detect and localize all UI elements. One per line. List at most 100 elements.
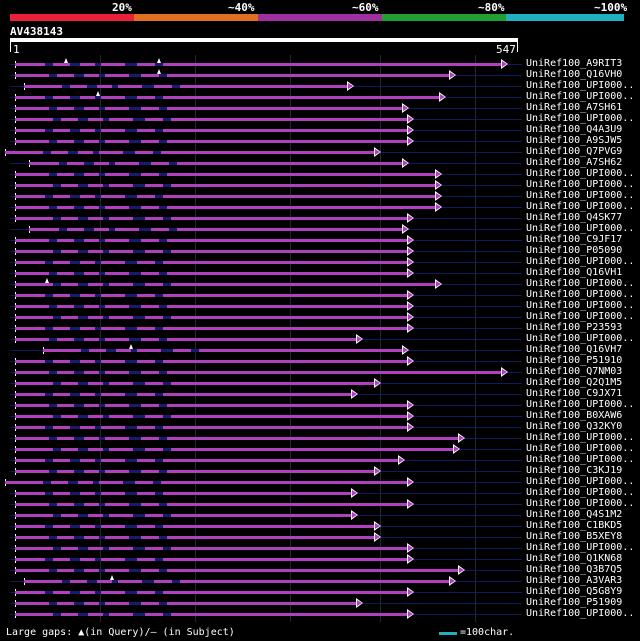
hit-alignment-bar[interactable] — [14, 404, 408, 407]
hit-alignment-bar[interactable] — [14, 316, 408, 319]
hit-label[interactable]: UniRef100_UPI000.. — [526, 300, 635, 311]
hit-alignment-bar[interactable] — [14, 327, 408, 330]
hit-label[interactable]: UniRef100_UPI000.. — [526, 476, 635, 487]
hit-alignment-bar[interactable] — [28, 228, 404, 231]
hit-alignment-bar[interactable] — [14, 206, 436, 209]
hit-label[interactable]: UniRef100_UPI000.. — [526, 190, 635, 201]
hit-label[interactable]: UniRef100_UPI000.. — [526, 454, 635, 465]
hit-label[interactable]: UniRef100_Q4SK77 — [526, 212, 623, 223]
hit-alignment-bar[interactable] — [23, 85, 348, 88]
hit-label[interactable]: UniRef100_A7SH61 — [526, 102, 623, 113]
hit-label[interactable]: UniRef100_Q1KN68 — [526, 553, 623, 564]
hit-alignment-bar[interactable] — [14, 283, 436, 286]
hit-label[interactable]: UniRef100_Q16VH7 — [526, 344, 623, 355]
hit-label[interactable]: UniRef100_Q2Q1M5 — [526, 377, 623, 388]
hit-label[interactable]: UniRef100_C3KJ19 — [526, 465, 623, 476]
hit-label[interactable]: UniRef100_B5XEY8 — [526, 531, 623, 542]
hit-label[interactable]: UniRef100_UPI000.. — [526, 179, 635, 190]
hit-alignment-bar[interactable] — [14, 492, 353, 495]
hit-alignment-bar[interactable] — [14, 239, 408, 242]
hit-alignment-bar[interactable] — [42, 349, 404, 352]
hit-label[interactable]: UniRef100_UPI000.. — [526, 487, 635, 498]
hit-alignment-bar[interactable] — [14, 96, 441, 99]
hit-alignment-bar[interactable] — [14, 514, 353, 517]
hit-alignment-bar[interactable] — [14, 459, 399, 462]
hit-label[interactable]: UniRef100_P23593 — [526, 322, 623, 333]
hit-alignment-bar[interactable] — [14, 558, 408, 561]
hit-label[interactable]: UniRef100_UPI000.. — [526, 542, 635, 553]
hit-alignment-bar[interactable] — [14, 437, 460, 440]
hit-alignment-bar[interactable] — [14, 74, 450, 77]
hit-alignment-bar[interactable] — [23, 580, 450, 583]
hit-label[interactable]: UniRef100_UPI000.. — [526, 608, 635, 619]
hit-alignment-bar[interactable] — [14, 195, 436, 198]
hit-label[interactable]: UniRef100_UPI000.. — [526, 311, 635, 322]
hit-label[interactable]: UniRef100_UPI000.. — [526, 201, 635, 212]
hit-alignment-bar[interactable] — [14, 272, 408, 275]
hit-alignment-bar[interactable] — [14, 294, 408, 297]
hit-alignment-bar[interactable] — [28, 162, 404, 165]
hit-label[interactable]: UniRef100_Q4S1M2 — [526, 509, 623, 520]
hit-label[interactable]: UniRef100_B0XAW6 — [526, 410, 623, 421]
hit-label[interactable]: UniRef100_A9SJW5 — [526, 135, 623, 146]
hit-alignment-bar[interactable] — [14, 426, 408, 429]
hit-label[interactable]: UniRef100_A9RIT3 — [526, 58, 623, 69]
hit-alignment-bar[interactable] — [14, 613, 408, 616]
hit-alignment-bar[interactable] — [14, 415, 408, 418]
hit-alignment-bar[interactable] — [14, 360, 408, 363]
hit-label[interactable]: UniRef100_Q16VH0 — [526, 69, 623, 80]
hit-alignment-bar[interactable] — [5, 481, 408, 484]
hit-label[interactable]: UniRef100_C9JX71 — [526, 388, 623, 399]
hit-label[interactable]: UniRef100_C1BKD5 — [526, 520, 623, 531]
hit-label[interactable]: UniRef100_P51910 — [526, 355, 623, 366]
hit-label[interactable]: UniRef100_Q16VH1 — [526, 267, 623, 278]
hit-alignment-bar[interactable] — [14, 129, 408, 132]
hit-label[interactable]: UniRef100_UPI000.. — [526, 223, 635, 234]
hit-label[interactable]: UniRef100_A7SH62 — [526, 157, 623, 168]
hit-alignment-bar[interactable] — [14, 470, 376, 473]
hit-label[interactable]: UniRef100_P05090 — [526, 245, 623, 256]
hit-alignment-bar[interactable] — [14, 217, 408, 220]
hit-alignment-bar[interactable] — [14, 547, 408, 550]
hit-alignment-bar[interactable] — [14, 107, 404, 110]
hit-alignment-bar[interactable] — [14, 536, 376, 539]
hit-alignment-bar[interactable] — [14, 393, 353, 396]
hit-label[interactable]: UniRef100_UPI000.. — [526, 399, 635, 410]
hit-alignment-bar[interactable] — [14, 184, 436, 187]
hit-alignment-bar[interactable] — [14, 250, 408, 253]
hit-alignment-bar[interactable] — [14, 448, 455, 451]
hit-alignment-bar[interactable] — [14, 118, 408, 121]
hit-label[interactable]: UniRef100_UPI000.. — [526, 498, 635, 509]
hit-label[interactable]: UniRef100_Q7NM03 — [526, 366, 623, 377]
hit-label[interactable]: UniRef100_Q7PVG9 — [526, 146, 623, 157]
hit-label[interactable]: UniRef100_UPI000.. — [526, 80, 635, 91]
hit-alignment-bar[interactable] — [14, 371, 502, 374]
hit-label[interactable]: UniRef100_A3VAR3 — [526, 575, 623, 586]
hit-label[interactable]: UniRef100_UPI000.. — [526, 333, 635, 344]
hit-label[interactable]: UniRef100_P51909 — [526, 597, 623, 608]
hit-label[interactable]: UniRef100_C9JF17 — [526, 234, 623, 245]
hit-label[interactable]: UniRef100_Q32KY0 — [526, 421, 623, 432]
hit-label[interactable]: UniRef100_UPI000.. — [526, 91, 635, 102]
hit-label[interactable]: UniRef100_Q4A3U9 — [526, 124, 623, 135]
hit-label[interactable]: UniRef100_Q3B7Q5 — [526, 564, 623, 575]
hit-alignment-bar[interactable] — [14, 525, 376, 528]
hit-alignment-bar[interactable] — [14, 261, 408, 264]
hit-alignment-bar[interactable] — [14, 602, 357, 605]
hit-alignment-bar[interactable] — [14, 173, 436, 176]
hit-label[interactable]: UniRef100_UPI000.. — [526, 289, 635, 300]
hit-alignment-bar[interactable] — [14, 338, 357, 341]
hit-label[interactable]: UniRef100_Q5G8Y9 — [526, 586, 623, 597]
hit-alignment-bar[interactable] — [14, 63, 502, 66]
hit-alignment-bar[interactable] — [14, 140, 408, 143]
hit-label[interactable]: UniRef100_UPI000.. — [526, 168, 635, 179]
hit-label[interactable]: UniRef100_UPI000.. — [526, 278, 635, 289]
hit-alignment-bar[interactable] — [14, 591, 408, 594]
hit-label[interactable]: UniRef100_UPI000.. — [526, 113, 635, 124]
hit-label[interactable]: UniRef100_UPI000.. — [526, 443, 635, 454]
hit-alignment-bar[interactable] — [14, 382, 376, 385]
hit-alignment-bar[interactable] — [14, 503, 408, 506]
hit-label[interactable]: UniRef100_UPI000.. — [526, 256, 635, 267]
hit-alignment-bar[interactable] — [14, 569, 460, 572]
hit-alignment-bar[interactable] — [14, 305, 408, 308]
